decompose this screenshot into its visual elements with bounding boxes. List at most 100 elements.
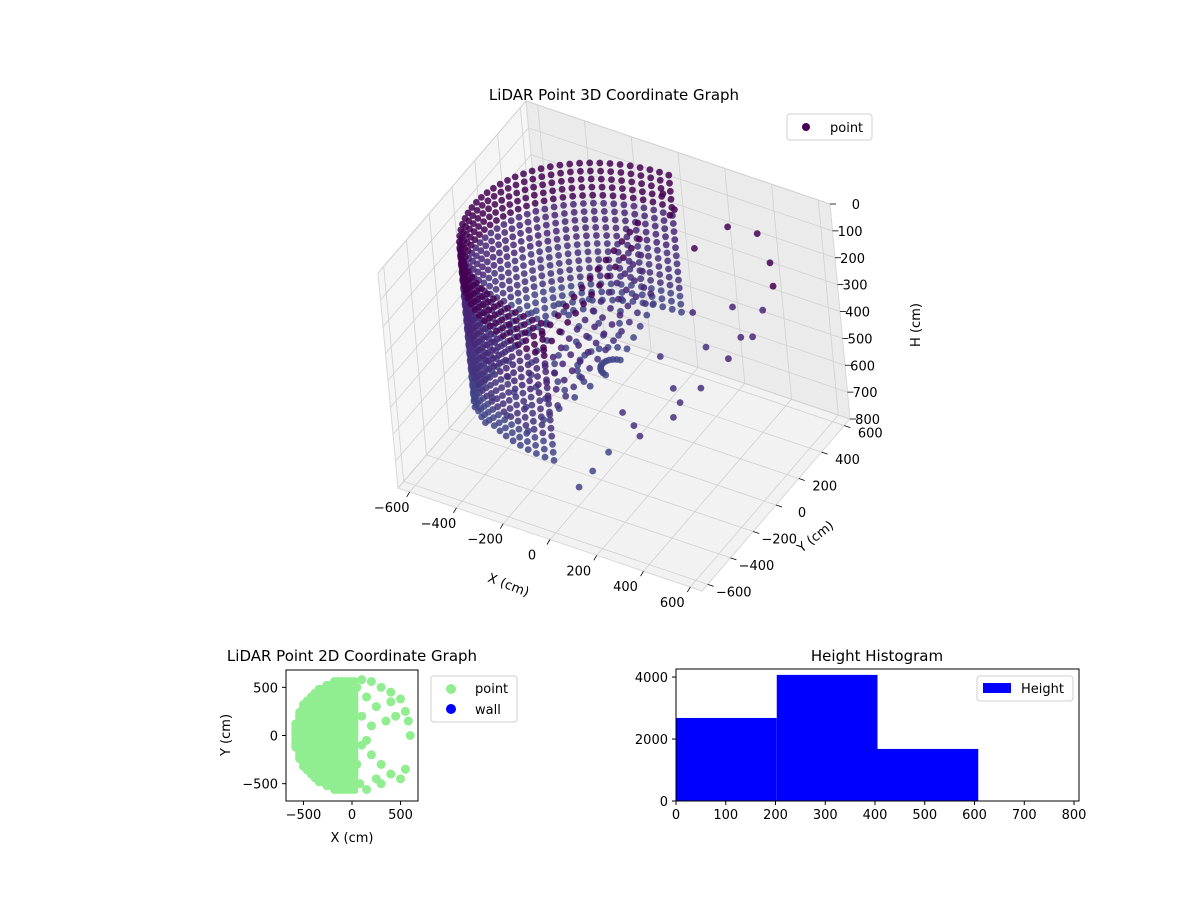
data-point [561, 218, 569, 226]
data-point [502, 432, 510, 440]
data-point [610, 247, 618, 255]
data-point [592, 339, 600, 347]
x-tick-label: 700 [1012, 808, 1037, 823]
data-point [512, 309, 519, 316]
data-point [477, 247, 485, 255]
data-point [619, 193, 627, 201]
chart-3d-title: LiDAR Point 3D Coordinate Graph [489, 86, 739, 104]
data-point [533, 216, 540, 223]
data-point [615, 295, 622, 303]
data-point [493, 217, 500, 224]
data-point [559, 360, 567, 368]
grid-line [545, 315, 851, 420]
data-point [554, 312, 562, 319]
data-point [489, 245, 496, 253]
y-tick-label: 0 [660, 795, 668, 810]
data-point [513, 189, 521, 197]
data-point [515, 341, 522, 349]
chart-histogram: Height Histogram 0 100 200 300 400 500 600 700 8… [635, 647, 1087, 823]
data-point [527, 393, 535, 401]
data-point [647, 277, 654, 284]
data-point [484, 266, 492, 274]
data-point [548, 337, 556, 345]
grid-line [449, 428, 754, 532]
data-point [602, 256, 610, 264]
data-point [636, 432, 644, 440]
data-point [502, 237, 509, 245]
data-point [631, 210, 639, 218]
data-point [608, 176, 615, 184]
data-point [499, 324, 506, 332]
data-point [626, 162, 634, 170]
data-point [544, 237, 552, 245]
data-point [504, 185, 512, 192]
data-point [505, 277, 513, 285]
data-point [484, 349, 491, 357]
x-tick [499, 523, 504, 529]
y-tick-label: 500 [253, 681, 278, 696]
data-point [490, 184, 497, 192]
data-point [634, 219, 642, 227]
data-point [502, 245, 510, 253]
data-point [498, 273, 505, 281]
data-point [561, 386, 569, 394]
data-point [524, 361, 532, 369]
data-point [675, 276, 682, 284]
data-point [565, 258, 573, 266]
data-point [749, 333, 756, 341]
data-point [572, 225, 580, 232]
data-point [607, 168, 615, 176]
data-point [482, 333, 490, 341]
data-point [670, 228, 678, 236]
data-point [610, 200, 618, 208]
data-point [570, 200, 577, 208]
data-point [546, 416, 554, 424]
x-tick-label: 0 [528, 549, 536, 564]
x-tick-label: 800 [1062, 808, 1087, 823]
data-point [607, 305, 614, 312]
y-tick-label: 2000 [635, 733, 668, 748]
data-point [605, 448, 612, 456]
data-point [571, 217, 579, 224]
x-tick [546, 539, 551, 545]
data-point [529, 175, 537, 183]
data-point [538, 330, 546, 338]
data-point [543, 379, 551, 386]
data-point [381, 716, 391, 726]
data-point [478, 255, 485, 263]
y-tick-label: 400 [835, 453, 860, 468]
data-point [656, 353, 664, 360]
data-point [611, 216, 619, 224]
y-tick-label: 0 [798, 506, 806, 521]
data-point [476, 231, 483, 239]
data-point [498, 196, 506, 204]
data-point [456, 238, 463, 246]
data-point [489, 346, 496, 354]
data-point [386, 687, 396, 697]
data-point [667, 289, 675, 297]
data-point [599, 191, 607, 199]
data-point [671, 236, 679, 244]
data-point [528, 401, 536, 409]
data-point [479, 271, 487, 279]
data-point [546, 411, 554, 419]
data-point [523, 302, 531, 310]
data-point [497, 376, 505, 383]
data-point [674, 268, 682, 276]
data-point [558, 177, 565, 185]
data-point [496, 257, 504, 265]
data-point [572, 309, 579, 317]
data-point [522, 422, 530, 429]
data-point [565, 335, 573, 342]
data-point [541, 362, 549, 370]
data-point [519, 389, 527, 397]
data-point [652, 230, 660, 238]
data-point [515, 213, 523, 221]
grid-line [377, 100, 527, 274]
data-point [516, 357, 524, 365]
data-point [556, 268, 564, 275]
data-point [597, 175, 605, 183]
y-tick [707, 584, 714, 587]
data-point [519, 254, 527, 261]
